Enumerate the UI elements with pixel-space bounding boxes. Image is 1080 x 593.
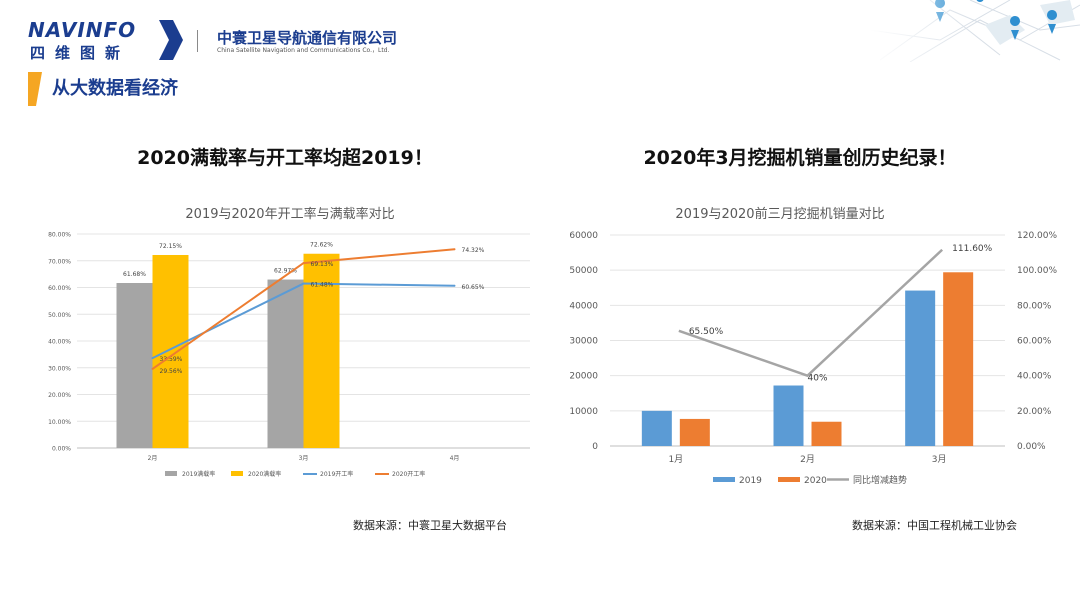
legend-label: 2020开工率: [392, 470, 425, 478]
y-tick-label: 10000: [569, 407, 598, 417]
y-tick-label: 50.00%: [48, 312, 71, 319]
right-chart-title: 2019与2020前三月挖掘机销量对比: [675, 207, 885, 222]
y-tick-label: 80.00%: [48, 232, 71, 239]
logo-cn-text: 四维图新: [30, 44, 131, 62]
bar-2020满载率: [303, 253, 340, 448]
logo-wordmark: NAVINFO: [28, 18, 137, 42]
right-chart: 0 10000 20000 30000 40000 50000 60000 0.00% 20.0…: [569, 231, 1057, 486]
y2-tick-label: 120.00%: [1017, 231, 1057, 241]
logo-chevron-icon: [159, 20, 183, 60]
legend-swatch: [231, 471, 243, 476]
y-tick-label: 10.00%: [48, 419, 71, 426]
x-tick-label: 2月: [800, 454, 815, 465]
y2-tick-label: 80.00%: [1017, 301, 1052, 311]
left-data-source: 数据来源：中寰卫星大数据平台: [353, 519, 507, 532]
legend-item: 2019开工率: [303, 470, 353, 478]
company-name-cn: 中寰卫星导航通信有限公司: [217, 29, 398, 47]
bar-2020满载率: [152, 254, 189, 448]
line-point: [302, 282, 305, 285]
legend-item: 2020: [778, 476, 827, 486]
line-data-label: 65.50%: [689, 327, 724, 337]
left-headline: 2020满载率与开工率均超2019！: [137, 147, 433, 169]
right-data-source: 数据来源：中国工程机械工业协会: [852, 519, 1017, 532]
bar-data-label: 61.68%: [123, 271, 146, 278]
legend-label: 2020满载率: [248, 470, 281, 478]
line-data-label: 69.13%: [311, 261, 334, 268]
legend-label: 2019: [739, 476, 762, 486]
y2-tick-label: 20.00%: [1017, 407, 1052, 417]
legend-swatch: [713, 477, 735, 482]
bar-2020: [943, 272, 974, 446]
legend-swatch: [165, 471, 177, 476]
legend-item: 2019: [713, 476, 762, 486]
x-tick-label: 3月: [932, 454, 947, 465]
bar-2020: [679, 418, 710, 446]
bar-2019: [905, 290, 936, 446]
y2-tick-label: 100.00%: [1017, 266, 1057, 276]
legend-item: 同比增减趋势: [827, 474, 907, 486]
heading-accent-bar: [28, 72, 42, 106]
legend-label: 2020: [804, 476, 827, 486]
y-tick-label: 30.00%: [48, 365, 71, 372]
bar-2019: [773, 385, 804, 446]
map-decoration: [870, 0, 1080, 62]
bar-2019满载率: [116, 283, 153, 448]
bar-2020: [811, 421, 842, 446]
y-tick-label: 20.00%: [48, 392, 71, 399]
line-point: [453, 248, 456, 251]
y-tick-label: 40000: [569, 301, 598, 311]
line-data-label: 40%: [808, 374, 828, 384]
left-chart-title: 2019与2020年开工率与满载率对比: [185, 207, 395, 222]
y2-tick-label: 60.00%: [1017, 337, 1052, 347]
y-tick-label: 70.00%: [48, 258, 71, 265]
left-chart: 0.00% 10.00% 20.00% 30.00% 40.00% 50.00% 60.00…: [48, 232, 530, 478]
page-title: 从大数据看经济: [52, 78, 178, 99]
navinfo-logo: NAVINFO 四维图新: [28, 18, 188, 66]
y2-tick-label: 0.00%: [1017, 442, 1046, 452]
y-tick-label: 60000: [569, 231, 598, 241]
company-name-en: China Satellite Navigation and Communica…: [217, 47, 390, 54]
line-data-label: 60.65%: [462, 284, 485, 291]
line-data-label: 29.56%: [160, 368, 183, 375]
line-同比增减趋势: [678, 248, 944, 378]
line-data-label: 33.59%: [160, 356, 183, 363]
right-headline: 2020年3月挖掘机销量创历史纪录！: [643, 147, 957, 169]
bar-data-label: 62.97%: [274, 268, 297, 275]
legend-item: 2020开工率: [375, 470, 425, 478]
line-data-label: 74.32%: [462, 247, 485, 254]
y-tick-label: 60.00%: [48, 285, 71, 292]
line-point: [151, 357, 154, 360]
x-tick-label: 4月: [450, 455, 460, 462]
bar-data-label: 72.62%: [310, 242, 333, 249]
line-data-label: 61.48%: [311, 282, 334, 289]
y-tick-label: 0: [592, 442, 598, 452]
legend-item: 2020满载率: [231, 470, 281, 478]
bar-data-label: 72.15%: [159, 243, 182, 250]
legend-label: 2019满载率: [182, 470, 215, 478]
legend-item: 2019满载率: [165, 470, 215, 478]
y-tick-label: 0.00%: [52, 446, 71, 453]
line-point: [302, 262, 305, 265]
line-point: [151, 367, 154, 370]
y2-tick-label: 40.00%: [1017, 372, 1052, 382]
x-tick-label: 2月: [148, 455, 158, 462]
y-tick-label: 30000: [569, 337, 598, 347]
legend-label: 同比增减趋势: [853, 474, 907, 486]
legend-swatch: [778, 477, 800, 482]
y-tick-label: 20000: [569, 372, 598, 382]
bar-2019: [641, 410, 672, 446]
x-tick-label: 1月: [668, 454, 683, 465]
y-tick-label: 40.00%: [48, 339, 71, 346]
bar-2019满载率: [267, 279, 304, 448]
y-tick-label: 50000: [569, 266, 598, 276]
legend-label: 2019开工率: [320, 470, 353, 478]
x-tick-label: 3月: [299, 455, 309, 462]
line-data-label: 111.60%: [952, 244, 992, 254]
line-point: [453, 284, 456, 287]
header-divider: [197, 30, 198, 52]
